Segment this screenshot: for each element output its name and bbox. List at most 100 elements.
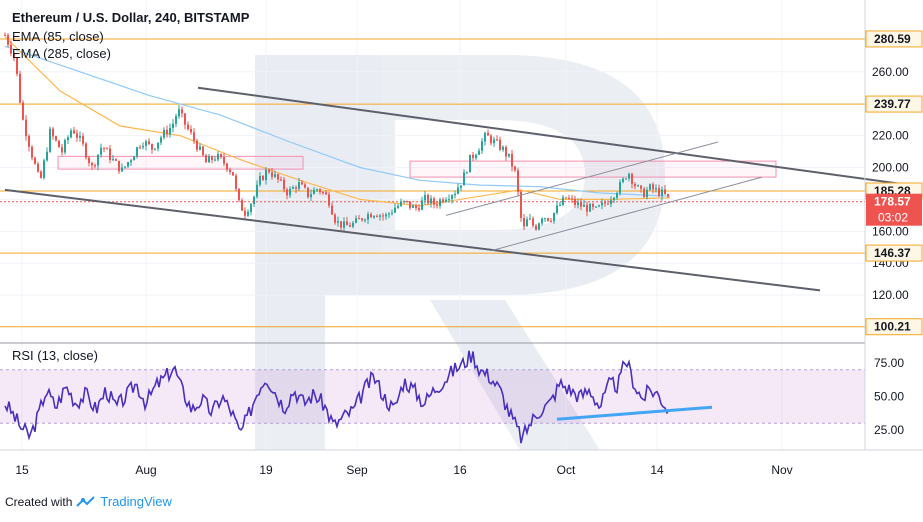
candle-body xyxy=(256,184,258,197)
candle-body xyxy=(559,204,561,206)
candle-body xyxy=(409,201,411,208)
candle-body xyxy=(178,109,180,117)
candle-body xyxy=(76,133,78,138)
candle-body xyxy=(70,130,72,138)
candle-body xyxy=(271,172,273,177)
candle-body xyxy=(49,128,51,152)
level-tag xyxy=(865,318,923,336)
candle-body xyxy=(364,219,366,221)
candle-body xyxy=(103,147,105,149)
candle-body xyxy=(646,189,648,198)
candle-body xyxy=(91,163,93,166)
footer-brand[interactable]: TradingView xyxy=(100,494,172,509)
candle-body xyxy=(496,139,498,141)
candle-body xyxy=(442,199,444,202)
candle-body xyxy=(61,147,63,153)
candle-body xyxy=(511,153,513,167)
candle-body xyxy=(478,150,480,155)
candle-body xyxy=(235,175,237,189)
candle-body xyxy=(361,218,363,221)
candle-body xyxy=(67,137,69,141)
candle-body xyxy=(220,154,222,158)
candle-body xyxy=(106,148,108,150)
candle-body xyxy=(169,127,171,135)
candle-body xyxy=(223,157,225,164)
candle-body xyxy=(406,200,408,202)
candle-body xyxy=(304,184,306,188)
candle-body xyxy=(148,141,150,144)
rsi-tick-label: 25.00 xyxy=(874,423,904,437)
candle-body xyxy=(634,183,636,187)
candle-body xyxy=(109,148,111,160)
candle-body xyxy=(583,204,585,207)
candle-body xyxy=(568,197,570,199)
candle-body xyxy=(88,157,90,164)
candle-body xyxy=(211,156,213,160)
candle-body xyxy=(277,174,279,180)
trend-line[interactable] xyxy=(491,176,763,251)
candle-body xyxy=(625,178,627,180)
candle-body xyxy=(112,159,114,161)
candle-body xyxy=(7,35,9,45)
candle-body xyxy=(460,185,462,188)
resistance-zone[interactable] xyxy=(409,160,777,178)
candle-body xyxy=(667,194,669,197)
candle-body xyxy=(205,155,207,163)
candle-body xyxy=(274,174,276,177)
candle-body xyxy=(451,195,453,200)
candle-body xyxy=(97,154,99,166)
candle-body xyxy=(286,189,288,196)
candle-body xyxy=(529,218,531,220)
pane-labels: Ethereum / U.S. Dollar, 240, BITSTAMP EM… xyxy=(12,10,250,363)
chart-title: Ethereum / U.S. Dollar, 240, BITSTAMP xyxy=(12,10,250,25)
candle-body xyxy=(415,205,417,209)
time-tick-label: 16 xyxy=(453,463,467,477)
time-tick-label: 19 xyxy=(259,463,273,477)
rsi-pane xyxy=(0,350,865,444)
candle-body xyxy=(547,218,549,221)
trend-lines[interactable] xyxy=(4,86,899,292)
time-tick-label: 14 xyxy=(650,463,664,477)
rsi-support-line[interactable] xyxy=(556,405,713,421)
price-tick-label: 220.00 xyxy=(872,129,909,143)
candle-body xyxy=(532,218,534,226)
candle-body xyxy=(622,178,624,183)
price-chart[interactable]: 120.00140.00160.00180.00200.00220.00240.… xyxy=(0,0,923,490)
candle-body xyxy=(358,218,360,220)
ema285-line xyxy=(4,45,671,197)
candle-body xyxy=(598,205,600,207)
candle-body xyxy=(100,147,102,155)
candle-body xyxy=(184,113,186,125)
candle-body xyxy=(631,173,633,184)
ema85-line xyxy=(4,36,671,207)
candle-body xyxy=(232,172,234,176)
time-axis[interactable]: 15 Aug 19 Sep 16 Oct 14 Nov xyxy=(15,463,792,477)
candle-body xyxy=(121,167,123,172)
candle-body xyxy=(664,189,666,195)
trend-line[interactable] xyxy=(445,141,719,216)
candle-body xyxy=(400,201,402,206)
candle-body xyxy=(523,217,525,227)
candle-body xyxy=(181,109,183,114)
candle-body xyxy=(628,173,630,179)
trend-line[interactable] xyxy=(4,188,821,292)
candle-body xyxy=(613,197,615,201)
candle-body xyxy=(616,193,618,198)
candle-body xyxy=(262,176,264,181)
candle-body xyxy=(157,142,159,149)
candle-body xyxy=(553,212,555,222)
candle-body xyxy=(202,146,204,156)
candle-body xyxy=(394,207,396,213)
countdown-label: 03:02 xyxy=(878,211,908,225)
candle-body xyxy=(517,170,519,192)
candle-body xyxy=(649,184,651,190)
candle-body xyxy=(247,211,249,216)
candle-body xyxy=(241,200,243,211)
candle-body xyxy=(643,188,645,198)
candle-body xyxy=(379,215,381,217)
candle-body xyxy=(166,129,168,135)
candle-body xyxy=(454,193,456,196)
candle-body xyxy=(82,135,84,144)
candle-body xyxy=(385,214,387,217)
trend-line[interactable] xyxy=(197,86,899,185)
